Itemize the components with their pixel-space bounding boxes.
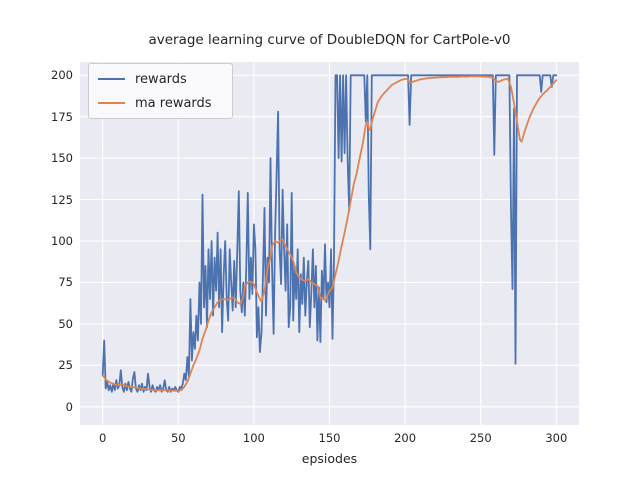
x-tick-label: 100 (242, 431, 265, 445)
y-tick-label: 175 (51, 109, 73, 124)
legend-entry-rewards: rewards (98, 68, 212, 90)
x-tick-label: 300 (545, 431, 568, 445)
x-tick-label: 50 (170, 431, 186, 445)
chart-title: average learning curve of DoubleDQN for … (148, 32, 511, 48)
y-tick-label: 150 (51, 151, 73, 166)
y-tick-label: 0 (65, 399, 73, 414)
ma-rewards-line (101, 75, 558, 392)
legend: rewards ma rewards (88, 63, 233, 119)
legend-label-ma-rewards: ma rewards (135, 95, 212, 111)
legend-line-ma-rewards (98, 102, 125, 104)
legend-line-rewards (98, 78, 125, 80)
x-tick-label: 200 (394, 431, 417, 445)
y-tick-label: 75 (58, 275, 73, 290)
y-tick-label: 200 (51, 68, 73, 83)
y-tick-label: 125 (51, 192, 73, 207)
legend-entry-ma-rewards: ma rewards (98, 92, 212, 114)
x-tick-label: 0 (99, 431, 107, 445)
x-axis-label: epsiodes (301, 451, 358, 466)
x-tick-label: 250 (469, 431, 492, 445)
y-tick-label: 100 (51, 234, 73, 248)
y-tick-label: 25 (58, 358, 73, 373)
legend-label-rewards: rewards (135, 71, 187, 87)
y-tick-label: 50 (58, 316, 73, 331)
x-tick-label: 150 (318, 431, 341, 445)
